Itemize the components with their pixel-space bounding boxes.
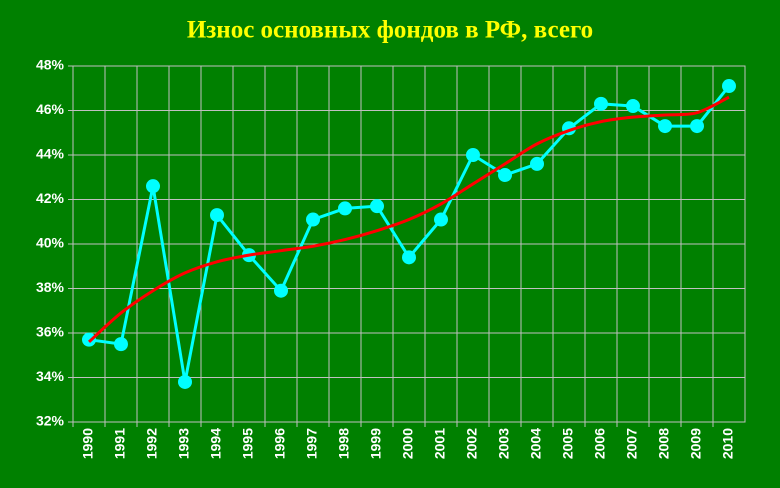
x-tick-label: 2009 <box>688 428 704 459</box>
x-tick-label: 1997 <box>304 428 320 459</box>
point <box>594 96 608 111</box>
point <box>626 99 640 114</box>
x-tick-label: 2003 <box>496 428 512 459</box>
x-tick-label: 2007 <box>624 428 640 459</box>
point <box>402 250 416 265</box>
x-tick-label: 1994 <box>208 428 224 459</box>
point <box>530 156 544 171</box>
y-tick-label: 44% <box>36 146 65 162</box>
point <box>498 168 512 183</box>
point <box>370 199 384 214</box>
x-tick-label: 1992 <box>144 428 160 459</box>
point <box>722 79 736 94</box>
x-tick-label: 2005 <box>560 428 576 459</box>
x-tick-label: 1998 <box>336 428 352 459</box>
point <box>210 208 224 223</box>
point <box>434 212 448 227</box>
point <box>178 374 192 389</box>
x-tick-label: 2004 <box>528 428 544 459</box>
point <box>274 283 288 298</box>
x-tick-label: 2000 <box>400 428 416 459</box>
x-tick-label: 1990 <box>80 428 96 459</box>
x-tick-label: 2002 <box>464 428 480 459</box>
x-tick-label: 1993 <box>176 428 192 459</box>
x-tick-label: 1996 <box>272 428 288 459</box>
x-tick-label: 2008 <box>656 428 672 459</box>
y-tick-label: 46% <box>36 101 65 117</box>
y-tick-label: 42% <box>36 190 65 206</box>
x-tick-label: 1999 <box>368 428 384 459</box>
point <box>658 119 672 134</box>
x-tick-label: 2006 <box>592 428 608 459</box>
point <box>466 148 480 162</box>
x-tick-label: 2001 <box>432 428 448 459</box>
y-tick-label: 48% <box>36 57 65 73</box>
y-tick-label: 32% <box>36 413 65 429</box>
chart-title: Износ основных фондов в РФ, всего <box>187 17 593 44</box>
y-tick-label: 34% <box>36 368 65 384</box>
point <box>146 179 160 194</box>
x-tick-label: 1995 <box>240 428 256 459</box>
series-line <box>87 95 730 344</box>
point <box>306 212 320 227</box>
point <box>690 119 704 134</box>
x-tick-label: 1991 <box>112 428 128 459</box>
point <box>338 201 352 216</box>
x-tick-label: 2010 <box>720 428 736 459</box>
plot-border <box>72 65 746 423</box>
point <box>82 332 96 347</box>
point <box>114 337 128 352</box>
y-tick-label: 36% <box>36 324 65 340</box>
y-tick-label: 38% <box>36 279 65 295</box>
y-tick-label: 40% <box>36 235 65 251</box>
